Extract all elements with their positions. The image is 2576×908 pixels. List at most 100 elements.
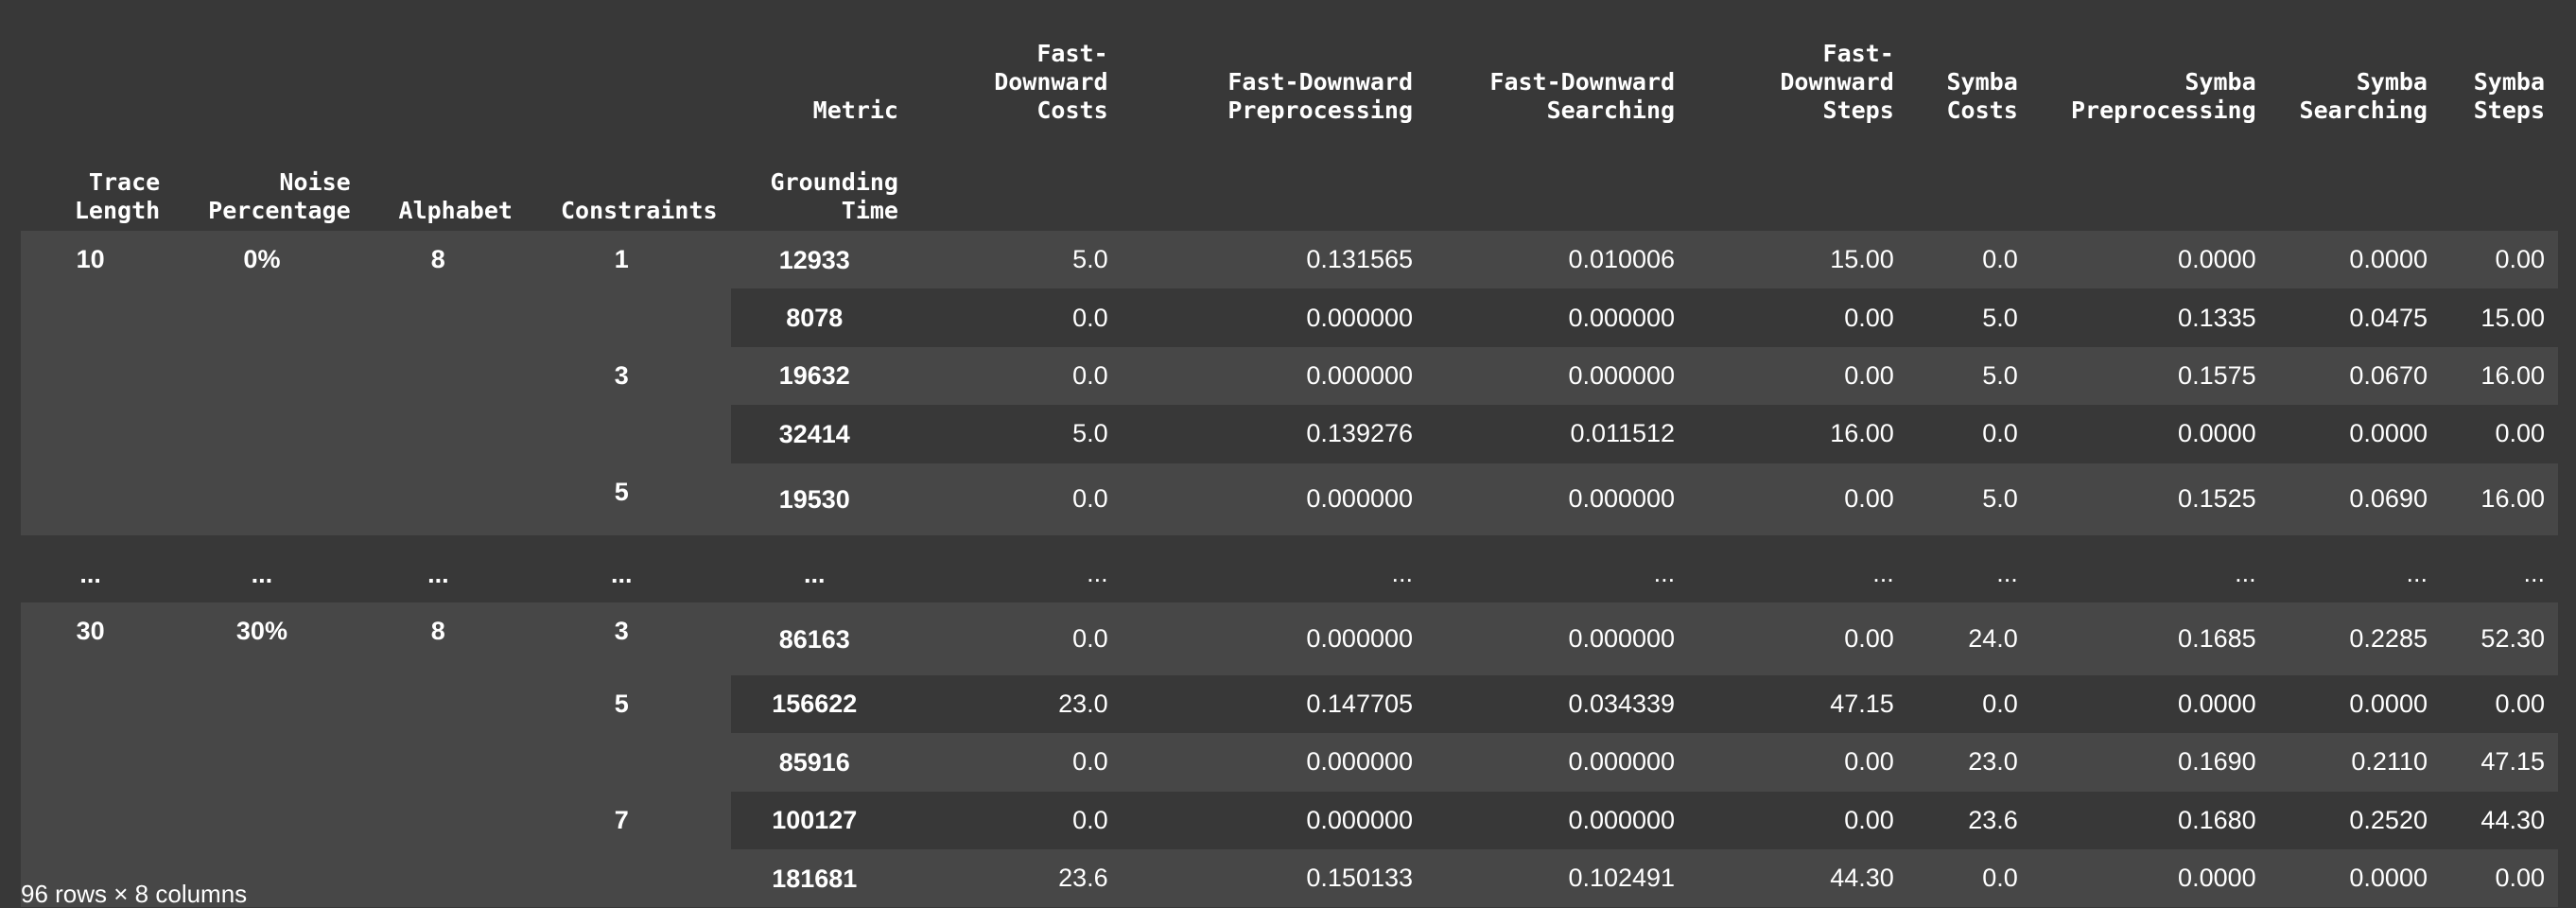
- table-cell: 23.0: [911, 674, 1122, 734]
- index-name-header: Noise Percentage: [208, 168, 351, 224]
- ellipsis-cell: ...: [363, 544, 526, 603]
- header-blank: [1122, 131, 1426, 231]
- header-blank: [2031, 131, 2270, 231]
- header-blank: [364, 13, 526, 131]
- spacer-cell: [1906, 534, 2031, 545]
- table-cell: 0.0: [1906, 231, 2031, 289]
- table-row: 32414 5.0 0.139276 0.011512 16.00 0.0 0.0000 0.…: [21, 405, 2558, 463]
- table-cell: 0.000000: [1121, 733, 1427, 792]
- index-grounding-time: 12933: [730, 231, 912, 289]
- table-cell: 0.00: [2440, 848, 2558, 908]
- table-cell: 0.000000: [1426, 602, 1689, 675]
- header-row-columns: Metric Fast- Downward Costs Fast-Downward Pre…: [21, 13, 2558, 131]
- index-trace-length: 30: [21, 602, 174, 908]
- table-row: 30 30% 8 3 86163 0.0 0.000000 0.000000 0.00 24.0 0…: [21, 602, 2558, 908]
- index-constraints: 3: [525, 346, 731, 463]
- table-cell: 0.1680: [2030, 791, 2270, 849]
- table-cell: 0.0: [1906, 405, 2031, 463]
- table-cell: 44.30: [1688, 848, 1907, 908]
- column-header: Fast- Downward Costs: [994, 40, 1108, 124]
- table-cell: 5.0: [911, 231, 1122, 289]
- table-cell: 15.00: [2440, 288, 2558, 347]
- header-blank: [2441, 131, 2558, 231]
- table-cell: 0.150133: [1121, 848, 1427, 908]
- column-header: Fast-Downward Searching: [1489, 68, 1676, 124]
- table-cell: 5.0: [1906, 288, 2031, 347]
- table-cell: 0.010006: [1426, 231, 1689, 289]
- spacer-cell: [1426, 534, 1689, 545]
- table-row: 7 100127 0.0 0.000000 0.000000 0.00 23.6 0.1680…: [21, 791, 2558, 908]
- table-cell: 0.1690: [2030, 733, 2270, 792]
- table-cell: 0.2520: [2269, 791, 2441, 849]
- index-grounding-time: 19632: [730, 346, 912, 406]
- index-grounding-time: 85916: [730, 733, 912, 792]
- index-noise: 0%: [173, 231, 364, 535]
- header-blank: [912, 131, 1122, 231]
- table-cell: 0.0: [911, 288, 1122, 347]
- spacer-cell: [525, 534, 731, 545]
- spacer-cell: [173, 534, 364, 545]
- table-cell: 0.1335: [2030, 288, 2270, 347]
- index-trace-length: 10: [21, 231, 174, 535]
- table-row: 5 156622 23.0 0.147705 0.034339 47.15 0.0 0.000…: [21, 674, 2558, 792]
- table-cell: 0.000000: [1426, 288, 1689, 347]
- header-row-index-names: Trace Length Noise Percentage Alphabet Constr…: [21, 131, 2558, 231]
- index-constraints: 1: [525, 231, 731, 347]
- table-cell: 0.00: [1688, 791, 1907, 849]
- header-blank: [2270, 131, 2441, 231]
- metric-label: Metric: [812, 96, 898, 124]
- table-cell: 0.0: [911, 463, 1122, 535]
- table-cell: 0.000000: [1121, 463, 1427, 535]
- table-cell: 0.0000: [2269, 848, 2441, 908]
- column-header: Fast-Downward Preprocessing: [1227, 68, 1414, 124]
- table-cell: 44.30: [2440, 791, 2558, 849]
- ellipsis-cell: ...: [2030, 544, 2270, 603]
- table-cell: 0.0000: [2030, 231, 2270, 289]
- table-cell: 0.0: [911, 791, 1122, 849]
- table-cell: 0.0: [911, 733, 1122, 792]
- column-header: Symba Preprocessing: [2070, 68, 2256, 124]
- index-grounding-time: 86163: [730, 602, 912, 675]
- ellipsis-cell: ...: [1121, 544, 1427, 603]
- table-cell: 0.1575: [2030, 346, 2270, 406]
- index-constraints: 7: [525, 791, 731, 908]
- index-constraints: 5: [525, 674, 731, 792]
- index-name-header: Alphabet: [398, 197, 513, 224]
- spacer-cell: [730, 534, 912, 545]
- ellipsis-cell: ...: [1426, 544, 1689, 603]
- table-cell: 16.00: [1688, 405, 1907, 463]
- index-grounding-time: 19530: [730, 463, 912, 535]
- table-cell: 0.00: [1688, 733, 1907, 792]
- table-cell: 0.000000: [1426, 346, 1689, 406]
- spacer-cell: [363, 534, 526, 545]
- table-row: 3 19632 0.0 0.000000 0.000000 0.00 5.0 0.1575 0.…: [21, 346, 2558, 463]
- table-cell: 0.0000: [2030, 674, 2270, 734]
- ellipsis-cell: ...: [173, 544, 364, 603]
- table-cell: 0.00: [2440, 405, 2558, 463]
- table-cell: 0.0475: [2269, 288, 2441, 347]
- table-cell: 15.00: [1688, 231, 1907, 289]
- table-cell: 0.000000: [1121, 602, 1427, 675]
- table-cell: 0.1525: [2030, 463, 2270, 535]
- table-row: 5 19530 0.0 0.000000 0.000000 0.00 5.0 0.1525 0.…: [21, 463, 2558, 535]
- ellipsis-cell: ...: [525, 544, 731, 603]
- table-cell: 47.15: [1688, 674, 1907, 734]
- table-cell: 0.00: [1688, 602, 1907, 675]
- spacer: [21, 534, 2558, 545]
- column-header: Symba Costs: [1946, 68, 2018, 124]
- table-cell: 23.6: [1906, 791, 2031, 849]
- table-cell: 0.000000: [1426, 463, 1689, 535]
- table-cell: 0.000000: [1426, 733, 1689, 792]
- header-blank: [1907, 131, 2031, 231]
- table-cell: 0.0000: [2030, 405, 2270, 463]
- table-cell: 0.000000: [1426, 791, 1689, 849]
- ellipsis-cell: ...: [911, 544, 1122, 603]
- table-cell: 0.0690: [2269, 463, 2441, 535]
- table-cell: 0.0: [911, 346, 1122, 406]
- header-blank: [21, 13, 173, 131]
- table-cell: 52.30: [2440, 602, 2558, 675]
- table-cell: 0.00: [1688, 463, 1907, 535]
- table-cell: 0.00: [1688, 346, 1907, 406]
- header-blank: [1688, 131, 1907, 231]
- table-cell: 16.00: [2440, 346, 2558, 406]
